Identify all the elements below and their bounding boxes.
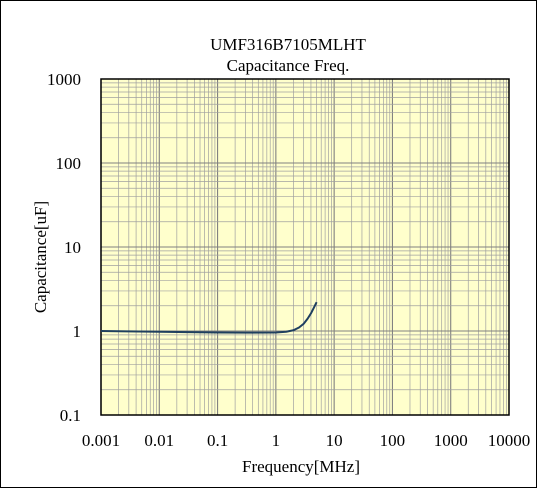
x-tick-label: 10 xyxy=(326,431,343,450)
y-tick-label: 10 xyxy=(64,238,81,257)
x-axis-label: Frequency[MHz] xyxy=(242,457,360,476)
chart-subtitle: Capacitance Freq. xyxy=(227,56,350,75)
x-tick-label: 10000 xyxy=(488,431,531,450)
x-tick-label: 0.01 xyxy=(144,431,174,450)
grid xyxy=(100,79,509,416)
y-tick-label: 0.1 xyxy=(60,406,81,425)
x-tick-label: 100 xyxy=(380,431,406,450)
x-tick-label: 0.001 xyxy=(82,431,120,450)
y-tick-label: 100 xyxy=(56,154,82,173)
y-axis-label: Capacitance[uF] xyxy=(31,201,50,313)
y-tick-label: 1000 xyxy=(47,70,81,89)
y-tick-labels: 0.1 1 10 100 1000 xyxy=(47,70,81,425)
x-tick-label: 1 xyxy=(272,431,281,450)
x-tick-label: 1000 xyxy=(434,431,468,450)
x-tick-labels: 0.001 0.01 0.1 1 10 100 1000 10000 xyxy=(82,431,530,450)
series-line xyxy=(100,301,318,334)
series-layer xyxy=(100,301,318,334)
y-tick-label: 1 xyxy=(73,322,82,341)
chart-title: UMF316B7105MLHT xyxy=(210,35,366,54)
plot-border xyxy=(100,78,510,416)
x-tick-label: 0.1 xyxy=(207,431,228,450)
